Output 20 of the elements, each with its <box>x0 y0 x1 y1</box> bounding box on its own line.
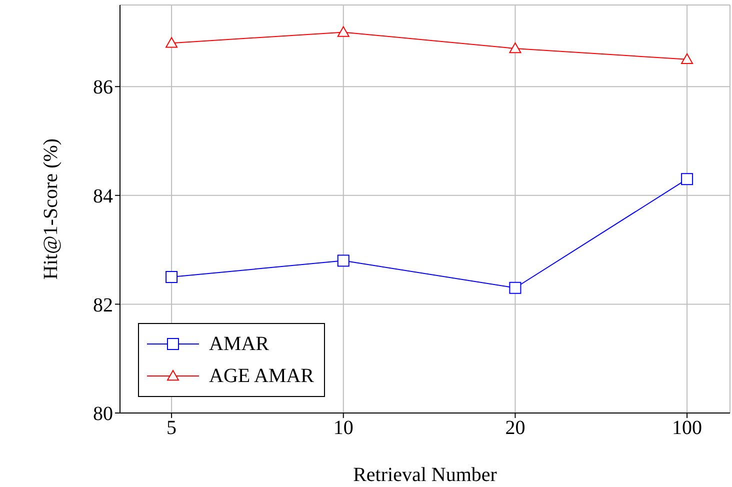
point <box>509 282 522 294</box>
x-axis-title: Retrieval Number <box>353 464 498 486</box>
x-tick-label: 20 <box>505 417 526 440</box>
x-tick-label: 5 <box>166 417 177 440</box>
y-axis-title: Hit@1-Score (%) <box>40 138 62 280</box>
point <box>509 42 522 54</box>
point <box>166 37 178 48</box>
legend-label: AMAR <box>209 332 270 356</box>
point <box>337 26 350 37</box>
point <box>681 173 694 186</box>
y-tick-label: 80 <box>93 403 113 426</box>
y-tick-label: 84 <box>93 186 113 208</box>
y-tick-label: 86 <box>93 76 113 99</box>
x-tick-label: 100 <box>672 417 702 440</box>
point <box>166 271 178 283</box>
legend-label: AGE AMAR <box>209 364 314 388</box>
point <box>337 254 350 267</box>
y-tick-label: 82 <box>93 294 113 316</box>
point <box>681 53 694 64</box>
x-tick-label: 10 <box>333 417 354 440</box>
